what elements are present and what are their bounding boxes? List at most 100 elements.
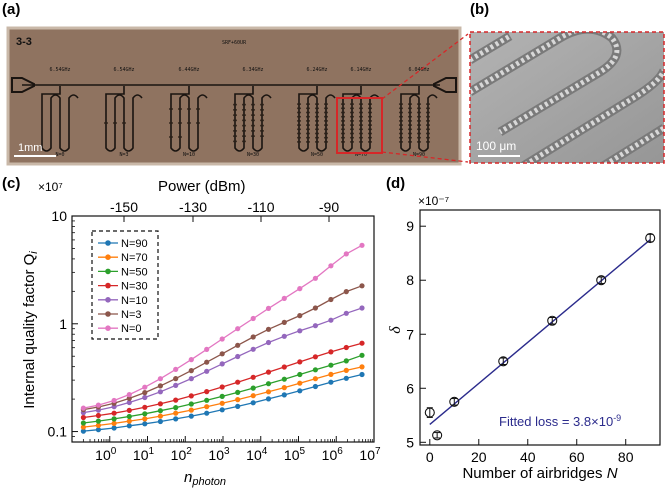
airbridge-count-label: N=3 <box>119 152 128 158</box>
chart-c-point <box>359 352 365 358</box>
chart-c-point <box>142 384 148 390</box>
chart-d-y-tick-label: 7 <box>406 326 414 342</box>
airbridge-mark <box>408 141 412 143</box>
resonator-meander <box>234 86 272 152</box>
chart-c-legend-label: N=50 <box>121 266 148 278</box>
chart-c-point <box>111 397 117 404</box>
airbridge-mark <box>122 122 126 124</box>
airbridge-mark <box>315 136 319 139</box>
airbridge-mark <box>297 103 301 105</box>
scale-bar-a-label: 1mm <box>18 142 42 154</box>
chart-c-point <box>188 401 194 407</box>
chart-c-point <box>95 422 101 428</box>
chart-d-x-tick-label: 60 <box>569 449 585 465</box>
airbridge-mark <box>315 141 319 143</box>
airbridge-mark <box>408 120 412 122</box>
chart-c-point <box>157 408 163 414</box>
airbridge-mark <box>324 111 328 114</box>
chart-c-point <box>219 336 225 342</box>
airbridge-mark <box>350 124 354 126</box>
airbridge-mark <box>306 136 310 139</box>
chart-c-point <box>359 283 365 289</box>
airbridge-mark <box>359 103 363 105</box>
chart-c-point <box>157 376 163 382</box>
chart-c-point <box>265 396 272 402</box>
airbridge-mark <box>260 130 264 132</box>
chart-c-point <box>359 371 365 378</box>
chart-c-point <box>219 384 225 390</box>
chart-c-x-title: nphoton <box>184 469 226 488</box>
chart-c-point <box>219 351 225 357</box>
airbridge-mark <box>315 128 319 131</box>
airbridge-mark <box>359 136 363 139</box>
chart-c-legend-label: N=10 <box>121 295 148 307</box>
chart-c-point <box>126 413 132 420</box>
chart-c-point <box>235 379 241 385</box>
chart-c-point <box>343 367 349 373</box>
chart-c-point <box>359 340 365 346</box>
airbridge-mark <box>169 136 173 138</box>
frequency-label: 6.14GHz <box>350 67 371 73</box>
airbridge-mark <box>341 120 345 122</box>
chart-c-point <box>111 410 117 416</box>
airbridge-mark <box>315 115 319 118</box>
chart-c-point <box>219 361 225 367</box>
airbridge-mark <box>341 132 345 135</box>
chart-c-point <box>328 379 334 385</box>
airbridge-mark <box>315 124 319 126</box>
airbridge-mark <box>359 141 363 143</box>
chart-c-point <box>80 428 86 434</box>
airbridge-mark <box>251 130 255 132</box>
airbridge-mark <box>408 128 412 131</box>
chart-c-point <box>297 359 303 365</box>
airbridge-mark <box>187 122 191 124</box>
chart-c-point <box>95 412 101 419</box>
airbridge-mark <box>324 107 328 110</box>
airbridge-mark <box>399 107 403 110</box>
airbridge-count-label: N=10 <box>183 152 195 158</box>
chart-c-point <box>235 342 241 348</box>
airbridge-mark <box>242 109 246 111</box>
airbridge-mark <box>251 103 255 106</box>
airbridge-mark <box>399 132 403 135</box>
chart-c-point <box>265 305 272 311</box>
chart-c-legend-marker <box>105 254 111 260</box>
chart-d-point <box>596 275 607 286</box>
airbridge-mark <box>324 128 328 131</box>
airbridge-mark <box>324 103 328 105</box>
airbridge-mark <box>233 124 237 127</box>
chart-c-point <box>328 296 334 303</box>
chart-c-point <box>265 339 272 346</box>
airbridge-mark <box>297 111 301 114</box>
airbridge-mark <box>242 124 246 127</box>
chip-top-text: SRF+60UR <box>222 40 247 46</box>
airbridge-mark <box>426 141 430 143</box>
airbridge-mark <box>178 108 182 110</box>
chart-c-point <box>235 397 241 403</box>
airbridge-mark <box>306 124 310 126</box>
chart-c-point <box>343 375 349 381</box>
airbridge-mark <box>368 132 372 135</box>
chart-d-point <box>449 396 460 407</box>
chart-c-y-tick-label: 10 <box>51 208 67 224</box>
chart-c-point <box>142 394 148 401</box>
chart-c-point <box>157 389 163 395</box>
airbridge-mark <box>306 128 310 131</box>
airbridge-mark <box>426 124 430 126</box>
airbridge-mark <box>260 119 264 122</box>
airbridge-mark <box>350 136 354 139</box>
chart-c-point <box>126 392 132 398</box>
airbridge-mark <box>359 120 363 122</box>
chart-c-point <box>250 400 256 406</box>
chart-d-y-multiplier: ×10⁻⁷ <box>418 194 449 208</box>
airbridge-mark <box>359 124 363 126</box>
airbridge-mark <box>417 120 421 122</box>
chart-d-x-tick-label: 0 <box>426 449 434 465</box>
airbridge-mark <box>426 115 430 118</box>
airbridge-mark <box>242 103 246 106</box>
chart-c: ×10⁷ Power (dBm) 100 101 102 103 104 105 106 10… <box>21 178 381 488</box>
airbridge-mark <box>315 111 319 114</box>
chart-c-point <box>265 389 272 395</box>
airbridge-mark <box>426 128 430 131</box>
